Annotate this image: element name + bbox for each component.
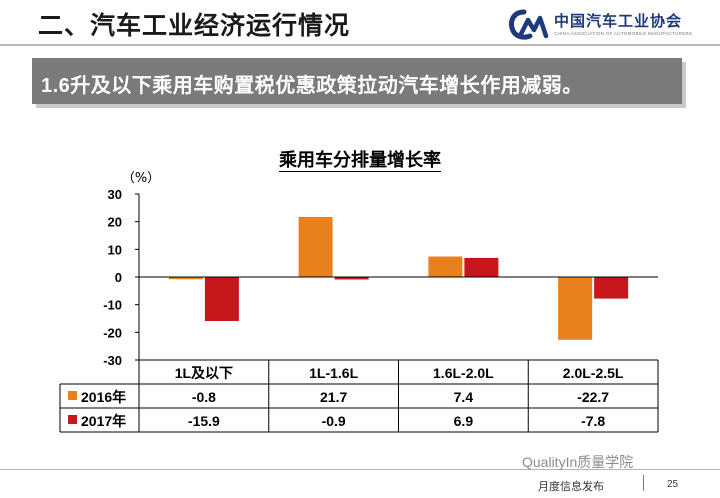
data-label: 7.4	[454, 389, 474, 405]
legend-label-2016: 2016年	[81, 389, 126, 405]
bar-2016-2	[298, 216, 333, 277]
data-label: -0.8	[192, 389, 216, 405]
category-label: 1.6L-2.0L	[433, 365, 494, 381]
bar-2017-4	[594, 277, 629, 299]
footer-separator	[643, 475, 644, 491]
data-label: -15.9	[188, 413, 220, 429]
bar-2016-4	[558, 277, 593, 340]
y-tick-label: -10	[103, 298, 122, 313]
data-label: 21.7	[320, 389, 347, 405]
footer-publisher: 月度信息发布	[538, 481, 604, 493]
watermark-text: QualityIn质量学院	[522, 454, 634, 470]
legend-swatch-2017	[68, 415, 77, 424]
y-unit-label: （%）	[122, 171, 160, 186]
legend-label-2017: 2017年	[81, 413, 126, 429]
y-tick-label: 0	[115, 270, 122, 285]
headline-text: 1.6升及以下乘用车购置税优惠政策拉动汽车增长作用减弱。	[41, 75, 583, 97]
y-tick-label: 20	[108, 215, 122, 230]
data-label: 6.9	[454, 413, 474, 429]
logo-subtitle: CHINA ASSOCIATION OF AUTOMOBILE MANUFACT…	[554, 31, 693, 36]
y-tick-label: -20	[103, 325, 122, 340]
data-label: -7.8	[581, 413, 605, 429]
category-label: 1L及以下	[175, 365, 233, 381]
bar-2017-3	[464, 257, 499, 277]
headline-banner: 1.6升及以下乘用车购置税优惠政策拉动汽车增长作用减弱。	[32, 58, 682, 104]
data-label: -0.9	[322, 413, 346, 429]
data-label: -22.7	[577, 389, 609, 405]
y-tick-label: -30	[103, 353, 122, 368]
y-tick-label: 30	[108, 187, 122, 202]
category-label: 1L-1.6L	[309, 365, 358, 381]
page-title: 二、汽车工业经济运行情况	[38, 12, 351, 40]
legend-swatch-2016	[68, 391, 77, 400]
caam-logo: 中国汽车工业协会 CHINA ASSOCIATION OF AUTOMOBILE…	[508, 8, 713, 42]
footer-line	[0, 469, 720, 470]
category-label: 2.0L-2.5L	[563, 365, 624, 381]
chart-title-text: 乘用车分排量增长率	[279, 150, 441, 172]
y-tick-label: 10	[108, 242, 122, 257]
title-underline	[0, 44, 720, 46]
caam-logo-icon	[509, 9, 549, 40]
chart-title: 乘用车分排量增长率	[0, 146, 720, 172]
logo-name: 中国汽车工业协会	[554, 13, 683, 30]
bar-2016-1	[168, 277, 203, 280]
bar-2016-3	[428, 256, 463, 277]
page-number: 25	[667, 479, 679, 490]
bar-2017-1	[204, 277, 239, 321]
bar-2017-2	[334, 277, 369, 280]
